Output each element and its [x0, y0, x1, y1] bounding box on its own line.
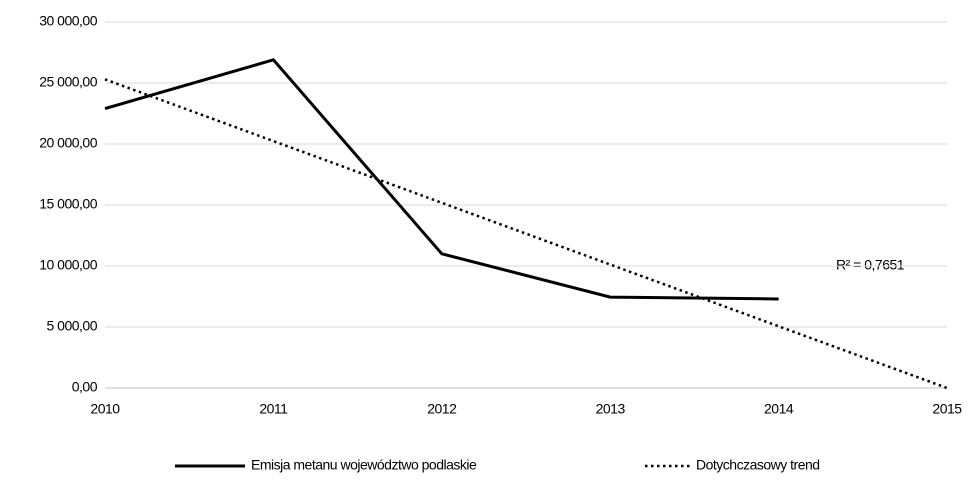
x-tick-label: 2013: [596, 401, 626, 417]
y-tick-label: 25 000,00: [39, 74, 97, 90]
y-tick-label: 30 000,00: [39, 13, 97, 29]
y-tick-label: 15 000,00: [39, 196, 97, 212]
y-tick-label: 5 000,00: [47, 318, 98, 334]
y-tick-label: 10 000,00: [39, 257, 97, 273]
series-line: [104, 78, 948, 390]
y-tick-label: 0,00: [72, 379, 98, 395]
x-tick-label: 2010: [90, 401, 120, 417]
x-tick-label: 2015: [932, 401, 962, 417]
legend-label: Dotychczasowy trend: [696, 457, 820, 473]
x-tick-label: 2011: [259, 401, 288, 417]
legend-label: Emisja metanu województwo podlaskie: [251, 457, 477, 473]
annotation: R² = 0,7651: [836, 257, 905, 273]
x-tick-label: 2012: [427, 401, 457, 417]
y-tick-label: 20 000,00: [39, 135, 97, 151]
series-line: [104, 58, 779, 301]
x-tick-label: 2014: [764, 401, 794, 417]
